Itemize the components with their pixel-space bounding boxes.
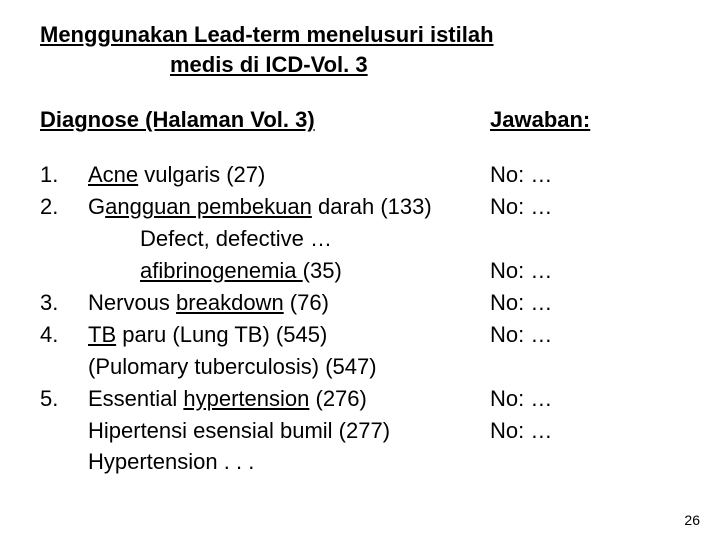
item-text: Acne vulgaris (27) <box>88 159 470 191</box>
answer: No: … <box>490 191 680 223</box>
answer: No: … <box>490 415 680 447</box>
title-line-2: medis di ICD-Vol. 3 <box>40 50 680 80</box>
item-number: 1. <box>40 159 88 191</box>
slide: Menggunakan Lead-term menelusuri istilah… <box>0 0 720 478</box>
sub-line: Hypertension . . . <box>40 446 470 478</box>
answer-list: No: … No: … – No: … No: … No: … – No: … … <box>490 159 680 446</box>
list-item: 5. Essential hypertension (276) <box>40 383 470 415</box>
item-text: Essential hypertension (276) <box>88 383 470 415</box>
sub-line: Defect, defective … <box>40 223 470 255</box>
diagnose-list: 1. Acne vulgaris (27) 2. Gangguan pembek… <box>40 159 470 478</box>
list-item: 3. Nervous breakdown (76) <box>40 287 470 319</box>
answer: No: … <box>490 287 680 319</box>
answer: No: … <box>490 383 680 415</box>
page-number: 26 <box>684 512 700 528</box>
item-text: Nervous breakdown (76) <box>88 287 470 319</box>
item-number: 4. <box>40 319 88 351</box>
content-columns: Diagnose (Halaman Vol. 3) 1. Acne vulgar… <box>40 107 680 478</box>
list-item: 2. Gangguan pembekuan darah (133) <box>40 191 470 223</box>
list-item: 4. TB paru (Lung TB) (545) <box>40 319 470 351</box>
left-column-header: Diagnose (Halaman Vol. 3) <box>40 107 470 133</box>
answer: No: … <box>490 255 680 287</box>
item-number: 3. <box>40 287 88 319</box>
item-number: 2. <box>40 191 88 223</box>
sub-line: (Pulomary tuberculosis) (547) <box>40 351 470 383</box>
sub-line: afibrinogenemia (35) <box>40 255 470 287</box>
slide-title: Menggunakan Lead-term menelusuri istilah… <box>40 20 680 79</box>
right-column-header: Jawaban: <box>490 107 680 133</box>
item-text: Gangguan pembekuan darah (133) <box>88 191 470 223</box>
item-number: 5. <box>40 383 88 415</box>
list-item: 1. Acne vulgaris (27) <box>40 159 470 191</box>
answer: No: … <box>490 159 680 191</box>
sub-line: Hipertensi esensial bumil (277) <box>40 415 470 447</box>
right-column: Jawaban: No: … No: … – No: … No: … No: …… <box>470 107 680 478</box>
left-column: Diagnose (Halaman Vol. 3) 1. Acne vulgar… <box>40 107 470 478</box>
answer: No: … <box>490 319 680 351</box>
item-text: TB paru (Lung TB) (545) <box>88 319 470 351</box>
title-line-1: Menggunakan Lead-term menelusuri istilah <box>40 20 680 50</box>
